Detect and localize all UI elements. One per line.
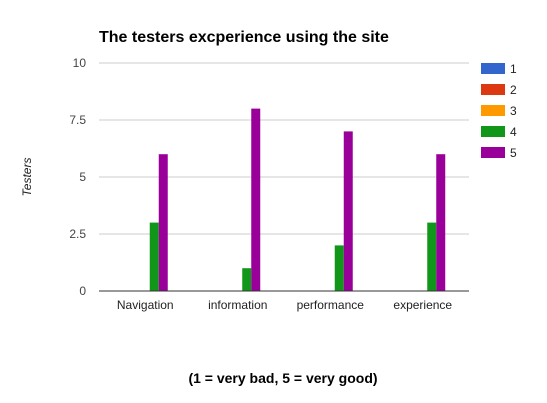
legend-label-2: 2 (510, 83, 517, 97)
y-tick-label: 2.5 (69, 227, 86, 241)
legend-label-4: 4 (510, 125, 517, 139)
bar-performance-series-5 (343, 131, 353, 291)
bar-information-series-5 (251, 108, 261, 291)
y-axis-label: Testers (20, 158, 34, 197)
bars (149, 108, 446, 291)
category-label: information (208, 298, 267, 312)
chart-title: The testers excperience using the site (99, 29, 389, 46)
legend-label-1: 1 (510, 62, 517, 76)
legend-label-3: 3 (510, 104, 517, 118)
y-tick-label: 7.5 (69, 113, 86, 127)
x-axis-label: (1 = very bad, 5 = very good) (188, 370, 377, 386)
legend-swatch-2 (481, 84, 505, 95)
legend-swatch-5 (481, 147, 505, 158)
y-tick-label: 10 (73, 56, 87, 70)
y-tick-label: 5 (79, 170, 86, 184)
y-tick-label: 0 (79, 284, 86, 298)
bar-experience-series-5 (436, 154, 446, 291)
legend-swatch-3 (481, 105, 505, 116)
bar-navigation-series-4 (149, 222, 159, 291)
legend: 1 2 3 4 5 (481, 62, 517, 160)
category-label: performance (297, 298, 365, 312)
legend-swatch-1 (481, 63, 505, 74)
legend-swatch-4 (481, 126, 505, 137)
y-axis-ticks: 0 2.5 5 7.5 10 (69, 56, 86, 298)
gridlines (99, 62, 469, 235)
bar-information-series-4 (242, 268, 252, 291)
legend-label-5: 5 (510, 146, 517, 160)
category-label: experience (393, 298, 452, 312)
x-axis-categories: Navigation information performance experien… (117, 298, 453, 312)
bar-experience-series-4 (427, 222, 437, 291)
bar-performance-series-4 (334, 245, 344, 291)
category-label: Navigation (117, 298, 174, 312)
bar-navigation-series-5 (158, 154, 168, 291)
